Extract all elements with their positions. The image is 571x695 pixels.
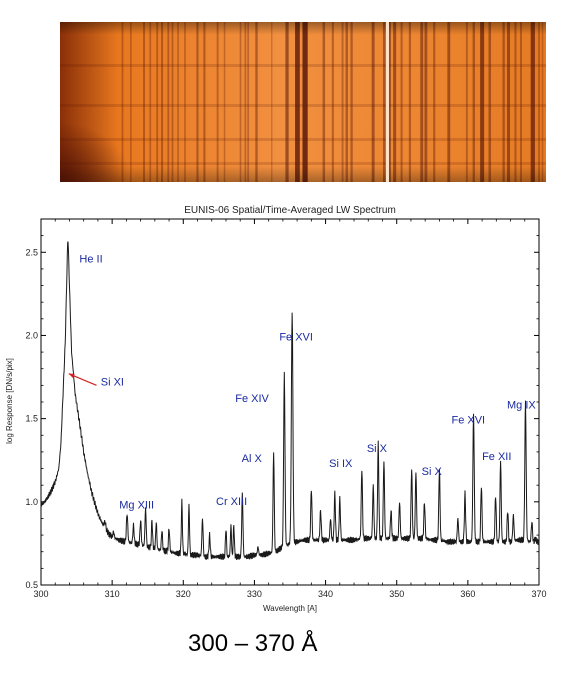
y-axis: 0.5 1.0 1.5 2.0 2.5 — [25, 218, 539, 590]
spectral-line-label: Fe XIV — [235, 393, 269, 405]
spectral-line-label: Si IX — [329, 458, 353, 470]
spectral-line-label: Mg XIII — [119, 499, 154, 511]
x-tick-label: 360 — [460, 589, 475, 599]
chart-title: EUNIS-06 Spatial/Time-Averaged LW Spectr… — [184, 205, 396, 216]
caption-text: 300 – 370 Å — [188, 630, 318, 657]
spectrogram-image — [60, 22, 546, 182]
spectral-line-label: Al X — [242, 453, 263, 465]
x-tick-label: 300 — [33, 589, 48, 599]
arrow-head-icon — [68, 373, 75, 379]
x-axis: 300 310 320 330 340 350 360 370 — [33, 219, 547, 599]
x-axis-label: Wavelength [A] — [263, 604, 317, 613]
y-axis-label: log Response [DN/s/pix] — [5, 358, 14, 444]
spectral-line-label: Si X — [367, 443, 388, 455]
spectral-line-label: Fe XII — [482, 451, 511, 463]
x-tick-label: 330 — [247, 589, 262, 599]
spectrum-chart: EUNIS-06 Spatial/Time-Averaged LW Spectr… — [5, 205, 547, 613]
spectrum-line — [40, 241, 540, 561]
y-tick-label: 0.5 — [25, 580, 38, 590]
spectral-line-label: He II — [79, 253, 102, 265]
spectral-line-label: Mg IX — [507, 400, 536, 412]
x-tick-label: 340 — [318, 589, 333, 599]
wavelength-range-caption: 300 – 370 Å — [0, 622, 571, 672]
spectral-line-label: Si XI — [101, 376, 124, 388]
spectral-line-label: Fe XVI — [279, 331, 313, 343]
x-tick-label: 350 — [389, 589, 404, 599]
x-tick-label: 320 — [176, 589, 191, 599]
x-tick-label: 310 — [105, 589, 120, 599]
y-tick-label: 2.5 — [25, 247, 38, 257]
spectral-line-label: Cr XIII — [216, 496, 247, 508]
y-tick-label: 1.5 — [25, 414, 38, 424]
x-tick-label: 370 — [531, 589, 546, 599]
spectral-line-label: Fe XVI — [451, 415, 485, 427]
spectral-line-label: Si X — [422, 466, 443, 478]
y-tick-label: 2.0 — [25, 330, 38, 340]
y-tick-label: 1.0 — [25, 497, 38, 507]
